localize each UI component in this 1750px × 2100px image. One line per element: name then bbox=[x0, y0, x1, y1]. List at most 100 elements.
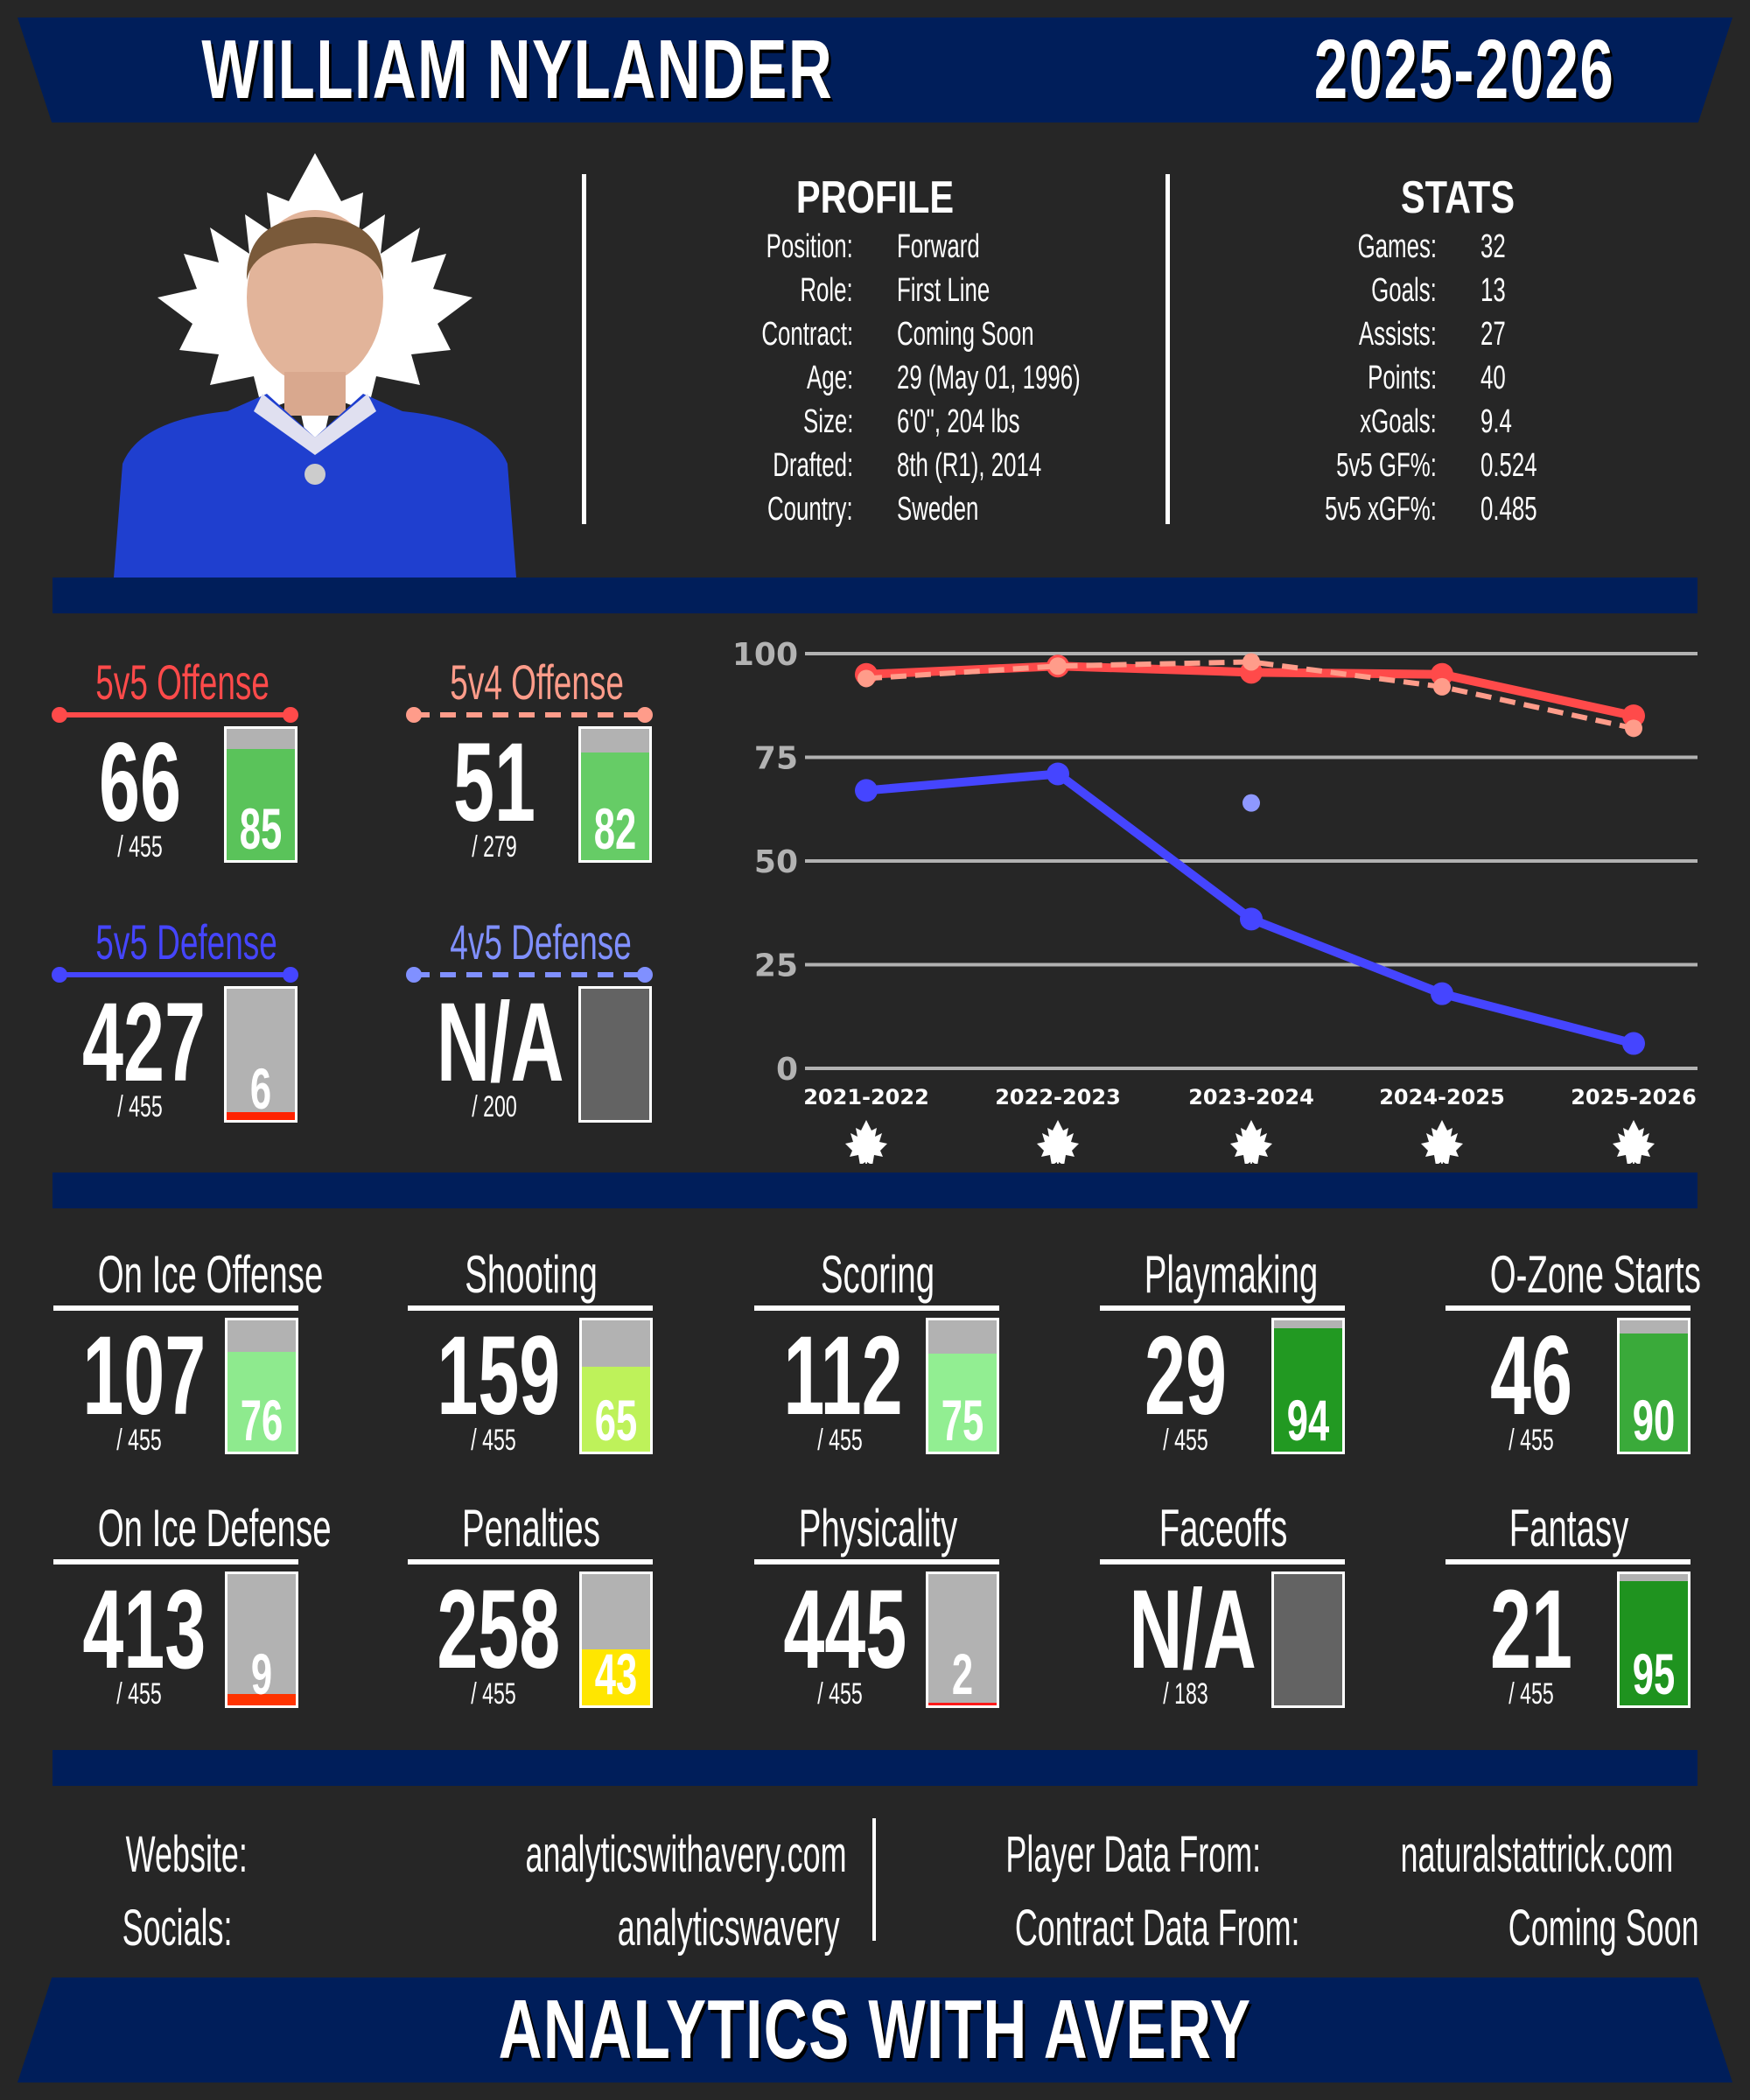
rank-total: / 183 bbox=[1163, 1677, 1208, 1711]
website-link[interactable]: analyticswithavery.com bbox=[525, 1826, 847, 1883]
percentile-fill bbox=[1620, 1580, 1688, 1705]
widget-underline bbox=[52, 707, 298, 723]
widget-title: 4v5 Defense bbox=[450, 914, 632, 970]
category-underline bbox=[53, 1559, 298, 1564]
profile-label: Size: bbox=[802, 403, 853, 440]
percentile-fill bbox=[227, 1112, 295, 1120]
category-title: On Ice Offense bbox=[97, 1245, 324, 1304]
x-tick-label: 2021-2022 bbox=[803, 1085, 929, 1110]
rank-value: 427 bbox=[82, 980, 206, 1105]
team-logo-icon bbox=[1421, 1120, 1463, 1172]
stats-row: Goals: 13 bbox=[1196, 269, 1721, 312]
percentile-bar: 90 bbox=[1617, 1318, 1690, 1454]
rank-value: 21 bbox=[1490, 1567, 1572, 1692]
percentile-fill bbox=[928, 1703, 997, 1705]
profile-title: PROFILE bbox=[795, 172, 955, 223]
category-widget: On Ice Offense 107 / 455 76 bbox=[53, 1244, 324, 1472]
stats-value: 9.4 bbox=[1480, 403, 1512, 440]
line-dot-icon bbox=[283, 707, 298, 723]
line-dot-icon bbox=[637, 967, 653, 983]
percentile-fill bbox=[228, 1352, 296, 1452]
percentile-value: 2 bbox=[951, 1642, 974, 1706]
percentile-fill bbox=[582, 1648, 650, 1705]
category-underline bbox=[754, 1306, 999, 1311]
category-widget: Shooting 159 / 455 65 bbox=[408, 1244, 654, 1472]
percentile-fill bbox=[227, 748, 295, 860]
percentile-value: 95 bbox=[1632, 1642, 1676, 1706]
profile-row: Size: 6'0", 204 lbs bbox=[612, 400, 1138, 444]
category-underline bbox=[1100, 1306, 1345, 1311]
category-title: Fantasy bbox=[1508, 1499, 1629, 1558]
x-tick-label: 2023-2024 bbox=[1188, 1085, 1314, 1110]
stats-label: Points: bbox=[1368, 360, 1437, 396]
category-widget: Fantasy 21 / 455 95 bbox=[1446, 1498, 1692, 1726]
section-divider-1 bbox=[52, 578, 1698, 613]
rank-value: 66 bbox=[99, 720, 181, 845]
category-title: Faceoffs bbox=[1158, 1499, 1288, 1558]
data-point bbox=[1242, 653, 1260, 671]
percentile-value: 90 bbox=[1632, 1388, 1676, 1452]
percentile-bar: 65 bbox=[579, 1318, 653, 1454]
team-logo-icon bbox=[1230, 1120, 1272, 1172]
profile-value: 29 (May 01, 1996) bbox=[897, 360, 1081, 396]
category-title: On Ice Defense bbox=[97, 1499, 332, 1558]
rank-value: 29 bbox=[1144, 1313, 1227, 1438]
data-point bbox=[1622, 1032, 1645, 1055]
rank-total: / 455 bbox=[117, 1090, 163, 1124]
x-tick-label: 2024-2025 bbox=[1379, 1085, 1505, 1110]
data-point bbox=[1622, 704, 1645, 728]
stats-row: xGoals: 9.4 bbox=[1196, 400, 1721, 444]
data-point bbox=[1049, 657, 1067, 676]
percentile-fill bbox=[581, 752, 649, 860]
rank-total: / 455 bbox=[1508, 1424, 1554, 1457]
category-underline bbox=[754, 1559, 999, 1564]
rank-total: / 455 bbox=[471, 1424, 516, 1457]
profile-row: Country: Sweden bbox=[612, 487, 1138, 531]
stats-title: STATS bbox=[1400, 172, 1516, 223]
percentile-bar bbox=[1271, 1572, 1345, 1708]
percentile-value: 76 bbox=[240, 1388, 284, 1452]
percentile-fill bbox=[582, 1366, 650, 1452]
category-title: O-Zone Starts bbox=[1489, 1245, 1701, 1304]
rank-total: / 455 bbox=[817, 1424, 863, 1457]
category-underline bbox=[1446, 1306, 1690, 1311]
category-title: Scoring bbox=[820, 1245, 935, 1304]
footer-divider bbox=[872, 1818, 876, 1941]
profile-value: Coming Soon bbox=[897, 316, 1034, 353]
profile-value: 8th (R1), 2014 bbox=[897, 447, 1042, 484]
situational-widget: 5v4 Offense 51 / 279 82 bbox=[406, 654, 661, 875]
profile-row: Position: Forward bbox=[612, 225, 1138, 269]
widget-underline bbox=[406, 967, 653, 983]
stats-value: 27 bbox=[1480, 316, 1506, 353]
percentile-trend-chart: 0 25 50 75 100 2021-2022 2022-2023 2023-2024 202… bbox=[718, 621, 1732, 1172]
stats-row: 5v5 xGF%: 0.485 bbox=[1196, 487, 1721, 531]
category-underline bbox=[53, 1306, 298, 1311]
line-dot-icon bbox=[283, 967, 298, 983]
player-data-link[interactable]: naturalstattrick.com bbox=[1400, 1826, 1674, 1883]
rank-total: / 455 bbox=[817, 1677, 863, 1711]
profile-divider-right bbox=[1166, 174, 1170, 524]
profile-value: Sweden bbox=[897, 491, 979, 528]
rank-value: N/A bbox=[437, 980, 564, 1105]
socials-handle[interactable]: analyticswavery bbox=[617, 1900, 840, 1956]
line-dot-icon bbox=[406, 967, 422, 983]
data-point bbox=[1625, 719, 1642, 738]
percentile-fill bbox=[228, 1693, 296, 1705]
stats-label: 5v5 GF%: bbox=[1336, 447, 1437, 484]
team-logo-icon bbox=[1613, 1120, 1655, 1172]
contract-data-value: Coming Soon bbox=[1508, 1900, 1699, 1956]
widget-underline bbox=[406, 707, 653, 723]
stats-label: Goals: bbox=[1371, 272, 1437, 309]
player-photo bbox=[114, 149, 516, 578]
y-tick-label: 75 bbox=[754, 741, 798, 777]
widget-title: 5v4 Offense bbox=[450, 654, 624, 710]
category-widget: Scoring 112 / 455 75 bbox=[754, 1244, 1001, 1472]
category-widget: O-Zone Starts 46 / 455 90 bbox=[1446, 1244, 1701, 1472]
y-tick-label: 100 bbox=[732, 637, 798, 673]
stats-value: 13 bbox=[1480, 272, 1506, 309]
percentile-value: 9 bbox=[250, 1642, 273, 1706]
stats-label: Assists: bbox=[1358, 316, 1437, 353]
data-point bbox=[1046, 762, 1069, 786]
stats-label: 5v5 xGF%: bbox=[1325, 491, 1437, 528]
percentile-bar bbox=[578, 986, 652, 1123]
